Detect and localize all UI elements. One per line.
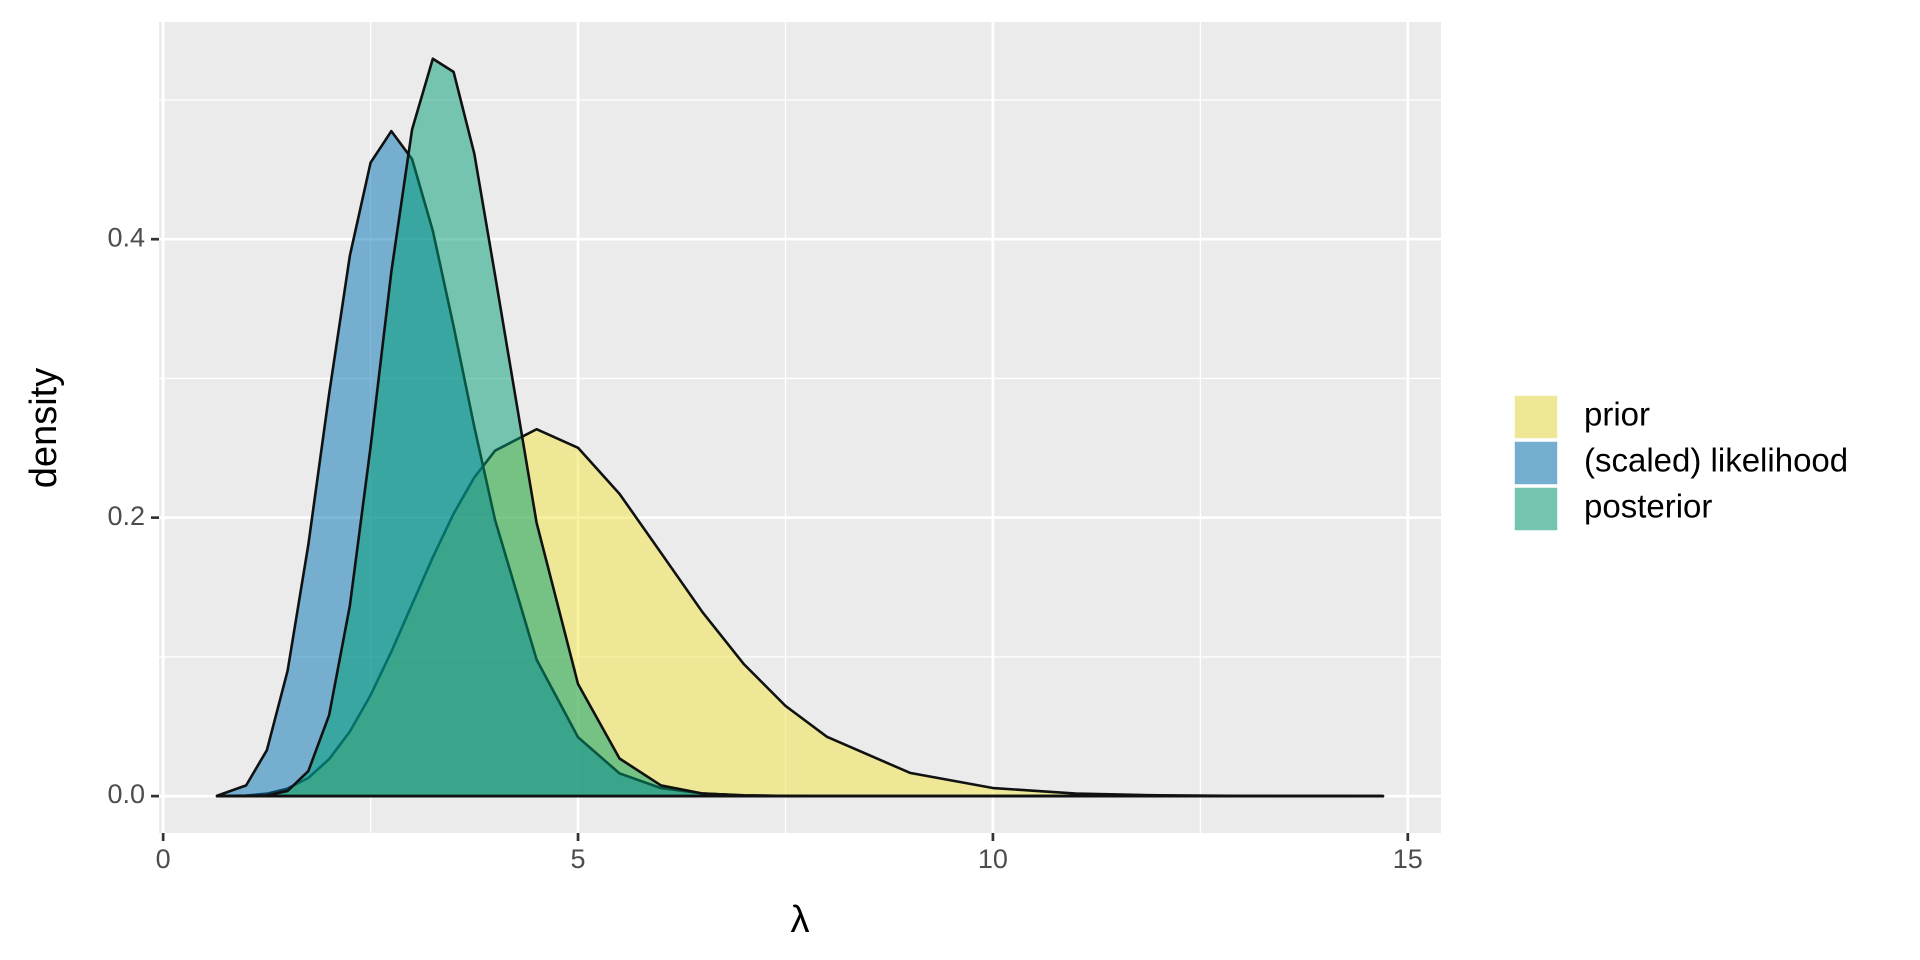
y-tick-label: 0.4 (107, 222, 145, 252)
axes: 0 5 10 15 0.0 0.2 0.4 (107, 222, 1422, 874)
y-axis-title: density (23, 368, 65, 488)
x-axis-title: λ (791, 899, 810, 941)
legend-label: prior (1584, 396, 1650, 433)
legend: prior (scaled) likelihood posterior (1513, 394, 1848, 532)
x-tick-label: 0 (156, 844, 171, 874)
density-area (215, 57, 1385, 798)
legend-key (1513, 486, 1559, 532)
legend-key (1513, 440, 1559, 486)
legend-key (1513, 394, 1559, 440)
x-tick-label: 15 (1393, 844, 1423, 874)
legend-label: posterior (1584, 488, 1712, 525)
y-tick-label: 0.0 (107, 779, 145, 809)
x-tick-label: 5 (571, 844, 586, 874)
areas (215, 57, 1385, 798)
y-tick-label: 0.2 (107, 501, 145, 531)
legend-label: (scaled) likelihood (1584, 442, 1848, 479)
x-tick-label: 10 (978, 844, 1008, 874)
